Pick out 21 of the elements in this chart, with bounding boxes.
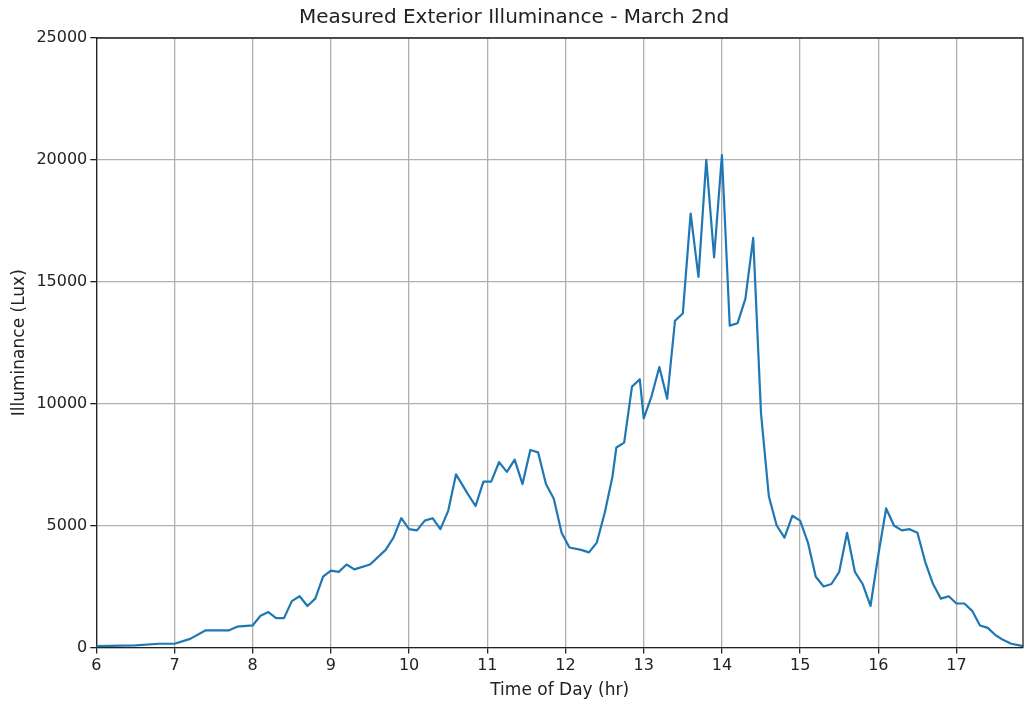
x-tick-label: 9	[325, 655, 336, 675]
y-axis-title: Illuminance (Lux)	[7, 269, 28, 417]
y-tick-label: 15000	[36, 270, 88, 290]
chart-title: Measured Exterior Illuminance - March 2nd	[298, 4, 730, 29]
x-tick-label: 7	[169, 655, 180, 675]
x-tick-label: 17	[946, 655, 967, 675]
x-tick-label: 8	[247, 655, 258, 675]
y-tick-label: 25000	[36, 27, 88, 47]
x-tick-label: 16	[868, 655, 889, 675]
y-tick-label: 0	[77, 636, 88, 656]
x-tick-label: 11	[477, 655, 498, 675]
x-tick-label: 13	[633, 655, 654, 675]
x-tick-label: 6	[91, 655, 102, 675]
y-tick-label: 5000	[46, 514, 88, 534]
y-tick-label: 20000	[36, 149, 88, 169]
x-tick-label: 12	[555, 655, 576, 675]
x-tick-label: 10	[398, 655, 420, 675]
x-axis-title: Time of Day (hr)	[489, 679, 630, 700]
x-tick-label: 14	[711, 655, 733, 675]
y-tick-label: 10000	[36, 392, 88, 412]
x-tick-label: 15	[789, 655, 811, 675]
